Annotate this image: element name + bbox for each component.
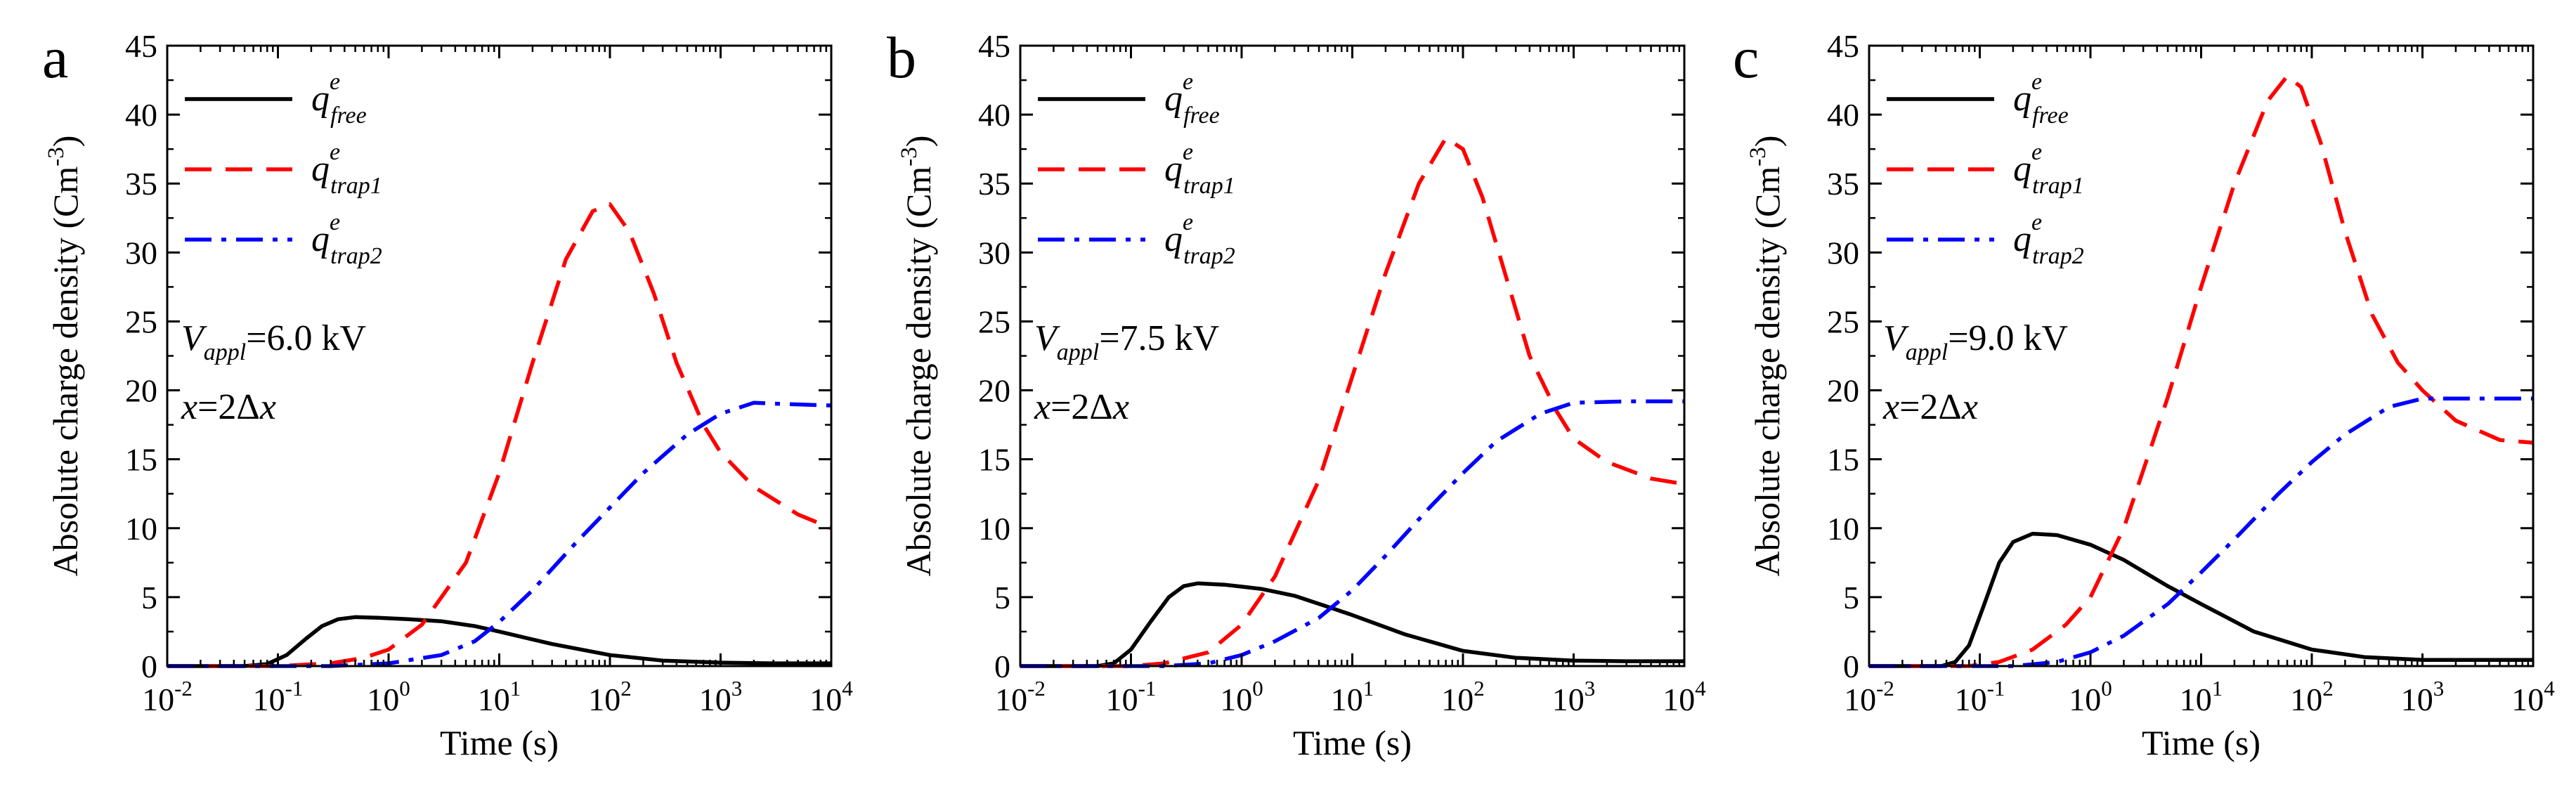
- legend-label-q_trap2: qe trap2: [1164, 209, 1235, 269]
- x-tick-label: 10-2: [995, 676, 1046, 717]
- chart-panel-c: 10-2 10-1 100 101 102 103 104 0 5 10 15 20 25 30 35 40 4…: [1733, 25, 2555, 762]
- series-line-q_trap2: [1020, 399, 1684, 668]
- legend-label-q_trap2: qe trap2: [311, 209, 382, 269]
- y-axis-label: Absolute charge density (Cm-3): [44, 136, 85, 577]
- y-tick-label: 10: [125, 511, 157, 547]
- chart-panel-a: 10-2 10-1 100 101 102 103 104 0 5 10 15 20 25 30 35 40 4…: [42, 25, 853, 762]
- series-line-q_free: [1020, 581, 1684, 668]
- y-tick-label: 40: [125, 97, 157, 133]
- legend-label-q_free: qe free: [311, 69, 367, 129]
- annotation-position: x=2Δx: [1034, 387, 1129, 427]
- y-tick-label: 0: [141, 649, 157, 684]
- x-tick-label: 100: [367, 676, 410, 717]
- y-tick-label: 0: [994, 649, 1010, 684]
- x-tick-label: 104: [2511, 676, 2555, 717]
- x-axis-label: Time (s): [2142, 723, 2260, 762]
- y-tick-label: 5: [141, 580, 157, 615]
- series-line-q_trap1: [1869, 74, 2534, 668]
- x-tick-label: 102: [2290, 676, 2334, 717]
- annotation-position: x=2Δx: [1882, 387, 1978, 427]
- y-tick-label: 5: [994, 580, 1010, 615]
- legend-label-q_trap1: qe trap1: [311, 139, 382, 199]
- y-tick-label: 45: [125, 28, 157, 64]
- y-tick-label: 20: [1827, 373, 1859, 409]
- legend-label-q_free: qe free: [2013, 69, 2069, 129]
- y-tick-label: 25: [1827, 304, 1859, 339]
- annotation-voltage: Vappl=9.0 kV: [1883, 318, 2068, 365]
- annotation-position: x=2Δx: [181, 387, 276, 427]
- y-tick-label: 40: [1827, 97, 1859, 133]
- y-tick-label: 10: [1827, 511, 1859, 547]
- y-tick-label: 30: [125, 235, 157, 271]
- x-tick-label: 10-1: [1106, 676, 1157, 717]
- x-tick-label: 100: [1220, 676, 1263, 717]
- x-tick-label: 103: [1552, 676, 1596, 717]
- x-tick-label: 104: [809, 676, 853, 717]
- series-line-q_free: [1869, 531, 2533, 668]
- y-tick-label: 15: [125, 442, 157, 478]
- y-tick-label: 40: [978, 97, 1010, 133]
- y-tick-label: 15: [1827, 442, 1859, 478]
- legend-label-q_trap2: qe trap2: [2013, 209, 2084, 269]
- x-tick-label: 102: [588, 676, 632, 717]
- annotation-voltage: Vappl=6.0 kV: [181, 318, 366, 365]
- series-line-q_trap1: [167, 202, 833, 668]
- x-tick-label: 101: [2180, 676, 2223, 717]
- series-line-q_trap1: [1020, 136, 1685, 668]
- y-tick-label: 5: [1843, 580, 1859, 615]
- y-tick-label: 35: [978, 166, 1010, 202]
- y-tick-label: 45: [978, 28, 1010, 64]
- x-tick-label: 10-2: [1844, 676, 1894, 717]
- x-axis-label: Time (s): [440, 723, 559, 762]
- y-tick-label: 15: [978, 442, 1010, 478]
- x-tick-label: 10-1: [253, 676, 304, 717]
- y-axis-label: Absolute charge density (Cm-3): [1745, 136, 1787, 577]
- y-tick-label: 30: [978, 235, 1010, 271]
- series-line-q_trap2: [1869, 396, 2533, 668]
- x-tick-label: 101: [1331, 676, 1374, 717]
- y-tick-label: 35: [1827, 166, 1859, 202]
- y-tick-label: 25: [978, 304, 1010, 339]
- panel-label: b: [887, 25, 916, 91]
- y-tick-label: 45: [1827, 28, 1859, 64]
- x-tick-label: 103: [2401, 676, 2445, 717]
- y-axis-label: Absolute charge density (Cm-3): [897, 136, 938, 577]
- legend-label-q_trap1: qe trap1: [1164, 139, 1235, 199]
- y-tick-label: 10: [978, 511, 1010, 547]
- x-tick-label: 10-1: [1955, 676, 2005, 717]
- panel-label: a: [42, 25, 68, 91]
- x-axis-label: Time (s): [1293, 723, 1412, 762]
- legend-label-q_free: qe free: [1164, 69, 1220, 129]
- x-tick-label: 103: [699, 676, 743, 717]
- y-tick-label: 30: [1827, 235, 1859, 271]
- y-tick-label: 35: [125, 166, 157, 202]
- y-tick-label: 0: [1843, 649, 1859, 684]
- y-tick-label: 25: [125, 304, 157, 339]
- chart-panel-b: 10-2 10-1 100 101 102 103 104 0 5 10 15 20 25 30 35 40 4…: [887, 25, 1706, 762]
- y-tick-label: 20: [978, 373, 1010, 409]
- annotation-voltage: Vappl=7.5 kV: [1034, 318, 1219, 365]
- x-tick-label: 101: [478, 676, 521, 717]
- x-tick-label: 104: [1663, 676, 1706, 717]
- x-tick-label: 100: [2069, 676, 2112, 717]
- panel-label: c: [1733, 25, 1759, 91]
- y-tick-label: 20: [125, 373, 157, 409]
- series-line-q_trap2: [167, 400, 832, 668]
- legend-label-q_trap1: qe trap1: [2013, 139, 2084, 199]
- x-tick-label: 102: [1441, 676, 1485, 717]
- x-tick-label: 10-2: [142, 676, 193, 717]
